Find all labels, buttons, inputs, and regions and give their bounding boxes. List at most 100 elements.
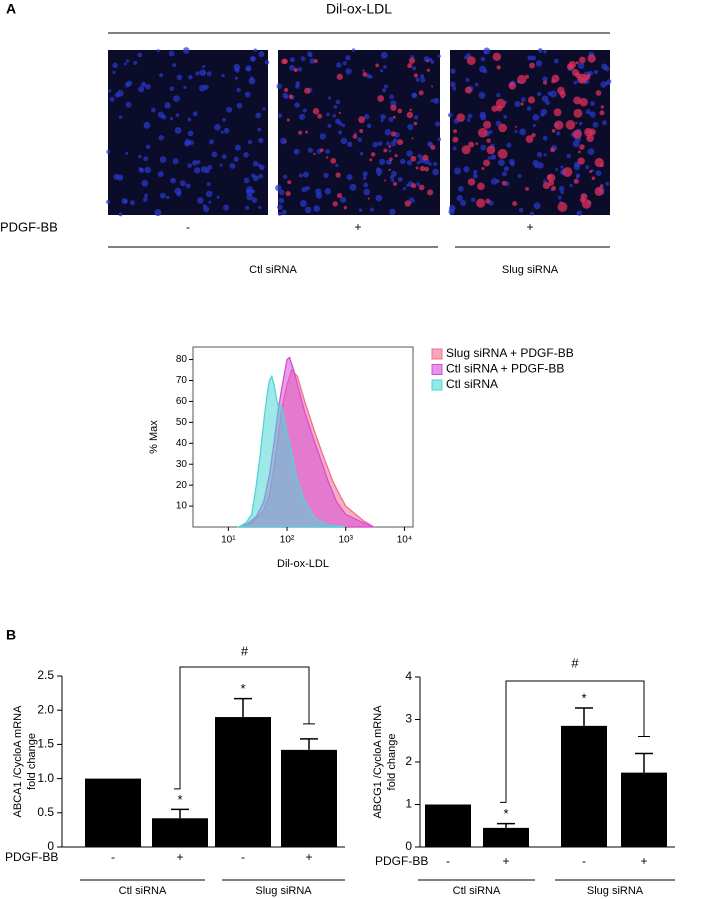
nucleus xyxy=(151,107,156,113)
lipid xyxy=(495,98,506,109)
nucleus xyxy=(340,196,347,203)
lipid xyxy=(392,115,396,119)
lipid xyxy=(359,129,364,133)
bar xyxy=(281,749,337,847)
nucleus xyxy=(384,129,392,136)
lipid xyxy=(397,139,404,146)
y-tick-label: 50 xyxy=(176,417,188,428)
lipid xyxy=(594,186,604,196)
nucleus xyxy=(182,47,190,54)
lipid xyxy=(388,168,391,172)
lipid xyxy=(335,172,341,178)
x-axis-label: Dil-ox-LDL xyxy=(277,558,329,570)
y-tick-label: 10 xyxy=(176,501,188,512)
nucleus xyxy=(125,59,130,63)
nucleus xyxy=(577,62,585,69)
lipid xyxy=(424,166,430,172)
nucleus xyxy=(380,113,386,120)
nucleus xyxy=(573,163,581,171)
nucleus xyxy=(537,48,543,53)
nucleus xyxy=(463,166,470,173)
x-tick-label: - xyxy=(446,854,450,868)
nucleus xyxy=(243,152,249,158)
nucleus xyxy=(479,65,486,73)
lipid xyxy=(573,96,582,105)
nucleus xyxy=(532,114,540,121)
nucleus xyxy=(390,140,397,147)
lipid xyxy=(326,156,329,159)
nucleus xyxy=(466,118,471,122)
nucleus xyxy=(411,92,418,99)
nucleus xyxy=(558,185,565,192)
lipid xyxy=(313,58,318,64)
nucleus xyxy=(536,151,543,158)
y-tick-label: 3 xyxy=(405,712,412,726)
y-tick-label: 40 xyxy=(176,438,188,449)
lipid xyxy=(338,111,341,115)
nucleus xyxy=(450,81,456,88)
lipid xyxy=(406,111,414,119)
lipid xyxy=(477,182,485,191)
nucleus xyxy=(519,128,527,136)
nucleus xyxy=(467,113,473,119)
y-tick-label: 60 xyxy=(176,396,188,407)
nucleus xyxy=(362,171,368,177)
lipid xyxy=(589,170,593,174)
nucleus xyxy=(428,57,433,62)
nucleus xyxy=(246,67,251,72)
bracket-label: # xyxy=(241,643,249,658)
legend-label: Ctl siRNA xyxy=(446,377,498,391)
lipid xyxy=(285,191,291,197)
nucleus xyxy=(514,130,518,134)
nucleus xyxy=(473,169,478,175)
lipid xyxy=(483,120,492,129)
lipid xyxy=(565,120,576,130)
micrograph xyxy=(447,47,612,216)
lipid xyxy=(587,54,596,63)
nucleus xyxy=(342,61,347,66)
nucleus xyxy=(587,148,595,155)
lipid xyxy=(343,206,348,210)
nucleus xyxy=(338,121,343,126)
panel-label: B xyxy=(6,627,16,643)
y-tick-label: 4 xyxy=(405,669,412,683)
nucleus xyxy=(281,209,287,215)
nucleus xyxy=(603,65,610,72)
nucleus xyxy=(174,126,182,134)
nucleus xyxy=(498,159,505,166)
y-tick-label: 2 xyxy=(405,754,412,768)
lipid xyxy=(486,138,491,143)
nucleus xyxy=(540,112,545,117)
nucleus xyxy=(125,101,132,108)
nucleus xyxy=(542,76,548,82)
nucleus xyxy=(192,111,198,117)
lipid xyxy=(551,74,560,83)
nucleus xyxy=(172,158,179,165)
nucleus xyxy=(433,161,438,167)
lipid xyxy=(591,176,596,180)
nucleus xyxy=(236,87,241,93)
nucleus xyxy=(106,149,111,154)
nucleus xyxy=(258,51,265,58)
nucleus xyxy=(517,173,522,179)
nucleus xyxy=(118,115,123,119)
group-label: Slug siRNA xyxy=(502,264,559,276)
lipid xyxy=(467,178,476,186)
nucleus xyxy=(223,127,230,134)
y-axis-label: fold change xyxy=(386,734,398,791)
nucleus xyxy=(534,164,538,169)
y-tick-label: 30 xyxy=(176,459,188,470)
lipid xyxy=(284,140,287,143)
nucleus xyxy=(264,60,270,65)
nucleus xyxy=(336,62,342,68)
nucleus xyxy=(332,113,337,118)
nucleus xyxy=(437,137,442,142)
nucleus xyxy=(542,135,548,141)
nucleus xyxy=(456,194,463,202)
nucleus xyxy=(383,65,387,69)
lipid xyxy=(362,69,365,72)
nucleus xyxy=(448,208,455,215)
lipid xyxy=(288,94,294,99)
lipid xyxy=(426,68,430,72)
nucleus xyxy=(226,106,233,113)
